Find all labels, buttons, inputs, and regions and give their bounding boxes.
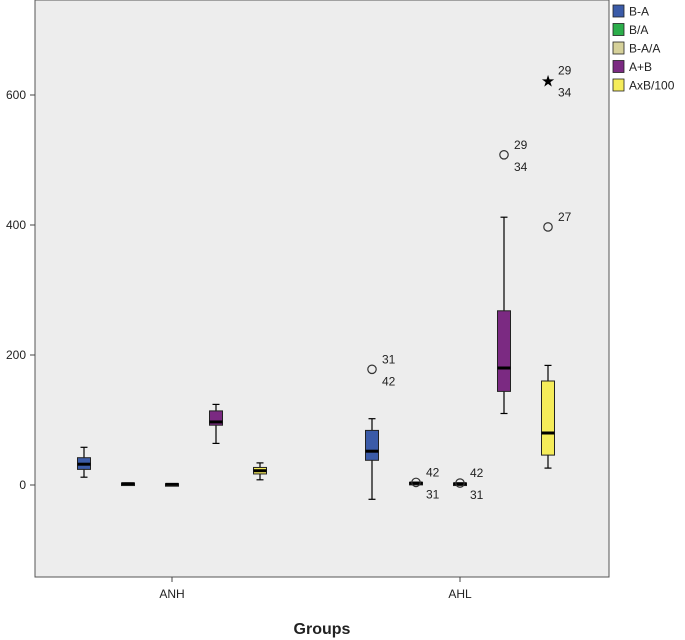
outlier-label: 34 xyxy=(558,86,572,100)
y-tick-label: 400 xyxy=(6,218,26,232)
box-B-A-AHL: 31 42 xyxy=(365,352,396,500)
legend-label: A+B xyxy=(629,60,652,74)
legend-label: B-A/A xyxy=(629,42,660,56)
outlier-label: 42 xyxy=(470,466,484,480)
legend: B-A B/A B-A/A A+B AxB/100 xyxy=(612,4,675,93)
outlier-circle xyxy=(499,150,509,160)
outlier-label: 29 xyxy=(558,64,572,78)
outlier-label: 42 xyxy=(382,374,396,388)
box-B-A/A-AHL: 42 31 xyxy=(453,466,484,502)
y-tick-label: 600 xyxy=(6,88,26,102)
legend-label: AxB/100 xyxy=(629,79,675,93)
legend-swatch xyxy=(612,23,625,36)
legend-label: B-A xyxy=(629,5,649,19)
outlier-label: 42 xyxy=(426,465,440,479)
legend-swatch xyxy=(612,78,625,92)
outlier-label: 29 xyxy=(514,138,528,152)
outlier-label: 34 xyxy=(514,160,528,174)
legend-swatch xyxy=(612,4,625,18)
outlier-star: ★ xyxy=(541,72,555,91)
x-axis: ANH AHL xyxy=(159,577,472,601)
outlier-label: 31 xyxy=(470,488,484,502)
legend-swatch xyxy=(612,41,625,55)
outlier-circle xyxy=(367,364,377,375)
outlier-circle xyxy=(543,222,553,232)
legend-item: A+B xyxy=(612,60,652,74)
y-tick-label: 200 xyxy=(6,348,26,362)
plot-area xyxy=(34,0,610,578)
box xyxy=(365,429,379,461)
box-B-A-ANH xyxy=(77,446,91,478)
legend-item: B-A/A xyxy=(612,41,660,56)
x-axis-title: Groups xyxy=(294,621,351,638)
box-AxB/100-ANH xyxy=(253,462,267,481)
box-A+B-ANH xyxy=(209,403,223,444)
outlier-label: 27 xyxy=(558,210,572,224)
legend-item: AxB/100 xyxy=(612,78,675,93)
box-AxB/100-AHL: 27 ★29 34 xyxy=(541,64,572,469)
box-B/A-ANH xyxy=(121,482,135,487)
outlier-circle xyxy=(411,477,421,488)
box xyxy=(497,310,511,392)
box-A+B-AHL: 29 34 xyxy=(497,138,528,415)
y-axis: 0 200 400 600 xyxy=(6,88,35,492)
x-tick-label: ANH xyxy=(159,587,184,601)
box-B/A-AHL: 42 31 xyxy=(409,465,440,501)
box xyxy=(541,380,555,456)
x-tick-label: AHL xyxy=(448,587,472,601)
box-B-A/A-ANH xyxy=(165,482,179,487)
legend-item: B-A xyxy=(612,4,649,19)
outlier-label: 31 xyxy=(426,487,440,501)
outlier-circle xyxy=(455,478,465,488)
outlier-label: 31 xyxy=(382,352,396,366)
legend-swatch xyxy=(612,60,625,73)
y-tick-label: 0 xyxy=(19,478,26,492)
legend-label: B/A xyxy=(629,23,648,37)
legend-item: B/A xyxy=(612,23,648,37)
